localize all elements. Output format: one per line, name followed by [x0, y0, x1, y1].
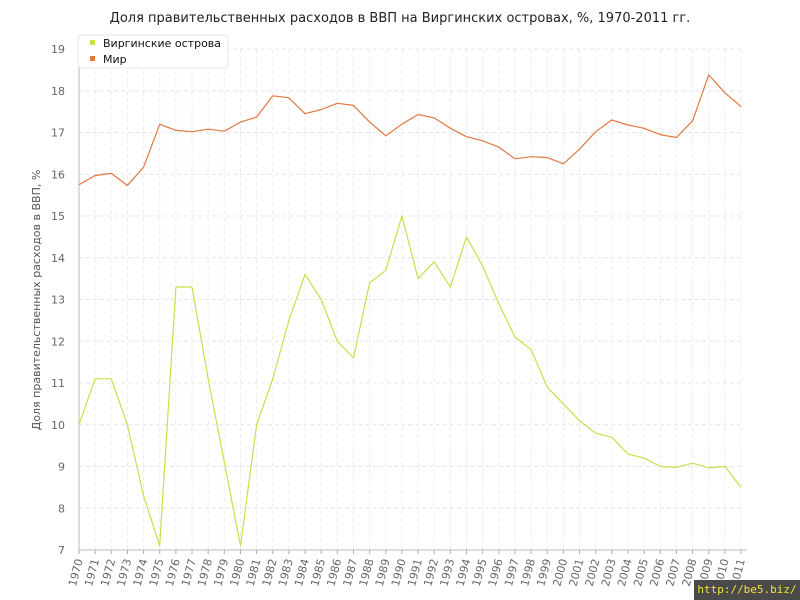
series-lines — [78, 74, 742, 547]
x-axis-ticks: 1970197119721973197419751976197719781979… — [66, 557, 748, 587]
y-tick-label: 9 — [58, 461, 65, 474]
y-tick-label: 13 — [51, 294, 65, 307]
y-axis-ticks: 7 8 9 10 11 12 13 14 15 16 17 18 19 — [51, 43, 65, 557]
watermark-link[interactable]: http://be5.biz/ — [694, 580, 800, 600]
y-tick-label: 10 — [51, 419, 65, 432]
axes — [78, 45, 747, 554]
y-tick-label: 19 — [51, 43, 65, 56]
y-tick-label: 8 — [58, 502, 65, 515]
legend: Виргинские острова Мир — [77, 34, 229, 69]
legend-label-world: Мир — [103, 53, 127, 66]
y-tick-label: 14 — [51, 252, 65, 265]
y-tick-label: 7 — [58, 544, 65, 557]
chart-title: Доля правительственных расходов в ВВП на… — [110, 11, 691, 26]
y-axis-label: Доля правительственных расходов в ВВП, % — [30, 170, 43, 431]
y-tick-label: 18 — [51, 85, 65, 98]
legend-label-virgin-islands: Виргинские острова — [103, 37, 221, 50]
gridlines — [79, 48, 742, 550]
series-line-virgin-islands — [78, 215, 742, 547]
legend-swatch-virgin-islands — [90, 40, 95, 45]
legend-swatch-world — [90, 56, 95, 61]
y-tick-label: 11 — [51, 377, 65, 390]
y-tick-label: 12 — [51, 335, 65, 348]
series-line-world — [78, 74, 742, 187]
legend-box — [77, 34, 229, 69]
y-tick-label: 17 — [51, 127, 65, 140]
y-tick-label: 16 — [51, 168, 65, 181]
y-tick-label: 15 — [51, 210, 65, 223]
